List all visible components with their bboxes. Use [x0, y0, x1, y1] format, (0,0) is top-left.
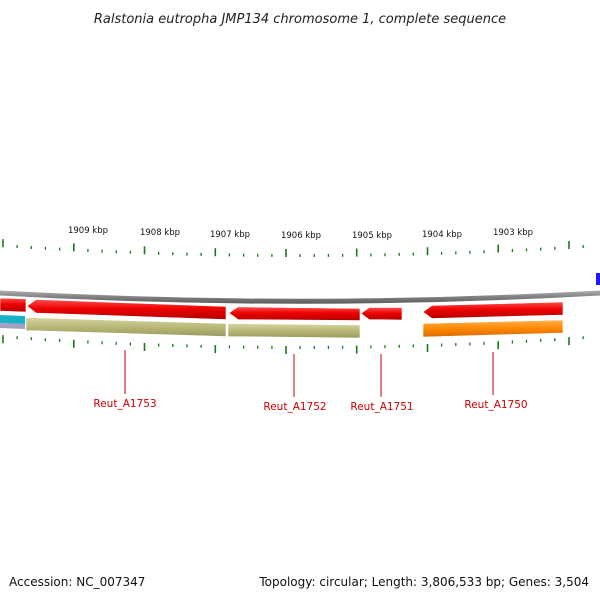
scale-label: 1904 kbp: [422, 230, 462, 240]
scale-label: 1903 kbp: [493, 228, 533, 238]
gene-arrow[interactable]: [360, 307, 403, 321]
outer-scale-ticks: [2, 239, 584, 257]
gray-feature: [0, 323, 25, 329]
gene-block[interactable]: [25, 317, 227, 337]
gene-labels: Reut_A1753 Reut_A1752 Reut_A1751 Reut_A1…: [93, 398, 527, 413]
map-title: Ralstonia eutropha JMP134 chromosome 1, …: [94, 12, 506, 27]
gene-label-leaders: [124, 350, 494, 397]
accession-text: Accession: NC_007347: [9, 575, 145, 589]
reverse-strand-genes: [25, 317, 564, 339]
gene-arrow[interactable]: [0, 297, 27, 313]
gene-label-reut-a1751[interactable]: Reut_A1751: [350, 401, 413, 413]
inner-scale-ticks: [2, 335, 584, 354]
gene-block[interactable]: [422, 319, 564, 338]
gene-arrow[interactable]: [26, 299, 227, 320]
chromosome-backbone: [0, 290, 600, 304]
cyan-feature: [0, 315, 25, 324]
gene-label-reut-a1753[interactable]: Reut_A1753: [93, 398, 156, 410]
blue-feature: [596, 273, 600, 285]
gene-block[interactable]: [227, 323, 361, 339]
forward-strand-genes: [0, 297, 564, 321]
topology-text: Topology: circular; Length: 3,806,533 bp…: [258, 575, 589, 589]
gene-arrow[interactable]: [228, 306, 361, 321]
gene-arrow[interactable]: [422, 301, 564, 319]
scale-label: 1908 kbp: [140, 228, 180, 238]
scale-label: 1906 kbp: [281, 231, 321, 241]
scale-label: 1907 kbp: [210, 230, 250, 240]
gene-label-reut-a1752[interactable]: Reut_A1752: [263, 401, 326, 413]
scale-labels: 1909 kbp 1908 kbp 1907 kbp 1906 kbp 1905…: [68, 226, 533, 241]
scale-label: 1909 kbp: [68, 226, 108, 236]
gene-label-reut-a1750[interactable]: Reut_A1750: [464, 399, 527, 411]
scale-label: 1905 kbp: [352, 231, 392, 241]
